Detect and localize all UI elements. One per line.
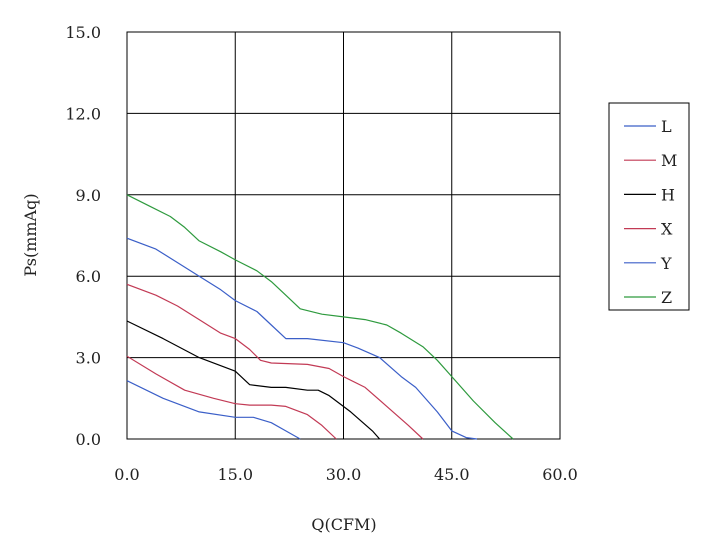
y-tick-label: 3.0 [76,349,101,368]
y-tick-label: 9.0 [76,186,101,205]
series-lines [126,194,514,440]
legend-label-y: Y [660,254,672,273]
legend-label-h: H [661,185,675,204]
x-axis-ticks: 0.0 15.0 30.0 45.0 60.0 [114,465,578,484]
y-tick-label: 0.0 [76,430,101,449]
series-line-m [126,355,337,440]
y-axis-ticks: 0.0 3.0 6.0 9.0 12.0 15.0 [65,23,101,449]
x-tick-label: 60.0 [542,465,578,484]
series-line-h [126,320,381,440]
y-tick-label: 15.0 [65,23,101,42]
y-tick-label: 12.0 [65,104,101,123]
y-tick-label: 6.0 [76,267,101,286]
series-line-y [126,237,478,440]
x-axis-title: Q(CFM) [311,515,376,534]
legend-label-l: L [661,117,672,136]
y-axis-title: Ps(mmAq) [21,193,40,276]
legend-label-z: Z [661,288,672,307]
x-tick-label: 0.0 [114,465,139,484]
grid [126,31,561,440]
x-tick-label: 15.0 [217,465,253,484]
series-line-x [126,283,424,440]
series-line-z [126,194,514,440]
x-tick-label: 30.0 [326,465,362,484]
series-line-l [126,380,301,440]
x-tick-label: 45.0 [434,465,470,484]
legend-label-m: M [661,151,677,170]
legend-label-x: X [661,220,673,239]
legend-box [608,102,690,311]
